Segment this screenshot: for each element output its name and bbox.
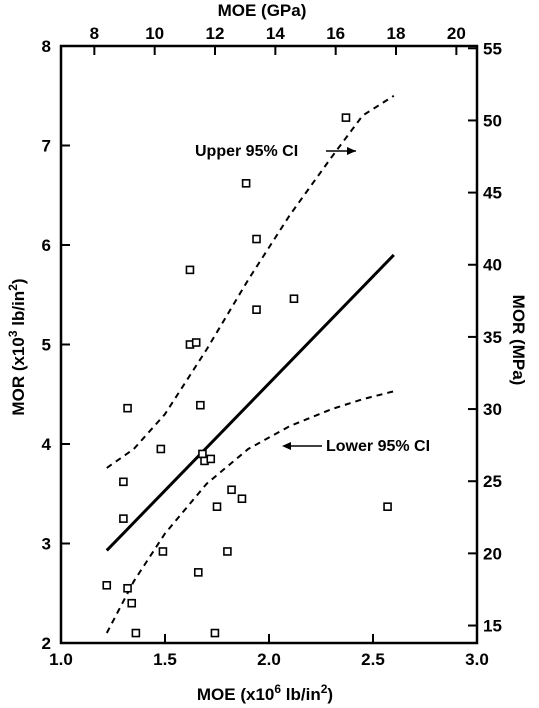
left-tick-label: 8 <box>42 37 51 56</box>
right-tick-label: 30 <box>483 400 502 419</box>
top-tick-label: 14 <box>266 24 285 43</box>
data-point <box>127 598 137 608</box>
lower-ci-curve <box>105 390 395 634</box>
right-tick-label: 35 <box>483 328 502 347</box>
top-tick-label: 10 <box>145 24 164 43</box>
bottom-tick-label: 1.5 <box>153 650 177 669</box>
data-point <box>227 485 236 495</box>
left-tick-label: 6 <box>42 236 51 255</box>
bottom-tick-label: 2.5 <box>361 650 385 669</box>
right-tick-label: 20 <box>483 544 502 563</box>
upper-ci-curve <box>106 94 395 469</box>
data-point <box>119 477 128 487</box>
top-tick-label: 8 <box>90 24 99 43</box>
lower-ci-label: Lower 95% CI <box>326 438 430 455</box>
top-tick-label: 16 <box>326 24 345 43</box>
plot-frame <box>59 44 479 645</box>
upper-ci-arrow-head <box>347 147 356 155</box>
upper-ci-label: Upper 95% CI <box>195 143 298 160</box>
right-tick-label: 40 <box>483 256 502 275</box>
right-tick-label: 55 <box>483 39 502 58</box>
top-tick-label: 12 <box>206 24 225 43</box>
ticks-layer: 1.0 1.5 2.0 2.5 3.08 10 12 14 16 18 20234567815202… <box>42 24 502 669</box>
data-point <box>123 403 132 413</box>
top-tick-label: 18 <box>387 24 406 43</box>
series-layer <box>102 94 395 638</box>
left-tick-label: 7 <box>42 137 51 156</box>
bottom-axis-title: MOE (x106 lb/in2) <box>197 682 333 704</box>
data-point <box>383 502 392 511</box>
data-point <box>223 547 232 556</box>
right-tick-label: 15 <box>483 617 502 636</box>
lower-ci-arrow-head <box>282 442 291 450</box>
data-point <box>289 294 299 304</box>
data-point <box>206 454 216 464</box>
left-tick-label: 3 <box>42 535 51 554</box>
left-tick-label: 4 <box>42 435 52 454</box>
right-tick-label: 45 <box>483 184 502 203</box>
left-tick-label: 2 <box>42 634 51 653</box>
regression-line <box>105 253 395 552</box>
data-point <box>196 400 205 410</box>
left-axis-title: MOR (x103 lb/in2) <box>6 278 28 415</box>
right-tick-label: 25 <box>483 472 502 491</box>
data-point <box>193 568 203 577</box>
bottom-tick-label: 1.0 <box>49 650 73 669</box>
bottom-tick-label: 2.0 <box>257 650 281 669</box>
top-axis-title: MOE (GPa) <box>218 1 307 20</box>
data-point <box>341 113 351 122</box>
right-axis-title: MOR (MPa) <box>509 295 528 386</box>
data-point <box>119 514 128 523</box>
data-point <box>252 305 261 314</box>
data-point <box>212 502 222 511</box>
left-tick-label: 5 <box>42 336 51 355</box>
bottom-tick-label: 3.0 <box>465 650 489 669</box>
right-tick-label: 50 <box>483 111 502 130</box>
data-point <box>252 234 261 244</box>
data-point <box>241 179 251 188</box>
data-point <box>185 265 195 275</box>
data-point <box>123 583 132 593</box>
data-point <box>198 449 207 459</box>
data-point <box>237 494 247 504</box>
data-point <box>191 338 201 347</box>
top-tick-label: 20 <box>447 24 466 43</box>
data-point <box>158 547 168 556</box>
data-point <box>156 444 166 454</box>
data-point <box>131 628 141 638</box>
data-point <box>102 580 112 590</box>
data-point <box>210 628 220 638</box>
